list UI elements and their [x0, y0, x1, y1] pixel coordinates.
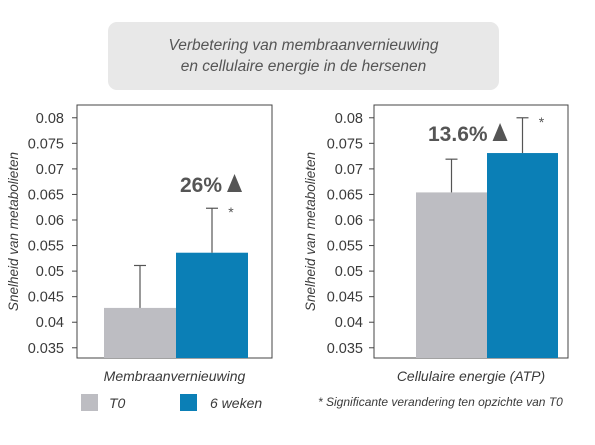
- y-tick-label: 0.07: [335, 162, 363, 178]
- y-tick-label: 0.06: [335, 213, 363, 229]
- legend-label: T0: [109, 395, 126, 411]
- x-axis-label: Cellulaire energie (ATP): [397, 368, 545, 384]
- legend-swatch: [180, 394, 197, 411]
- y-tick-label: 0.07: [36, 162, 64, 178]
- bar: [487, 153, 558, 358]
- y-tick-label: 0.075: [327, 136, 363, 152]
- y-tick-label: 0.065: [28, 187, 64, 203]
- significance-marker: *: [539, 114, 545, 130]
- percent-change-label: 26%: [180, 174, 222, 197]
- chart-title-line-1: Verbetering van membraanvernieuwing: [168, 37, 439, 54]
- y-tick-label: 0.075: [28, 136, 64, 152]
- bar: [416, 192, 487, 358]
- y-tick-label: 0.04: [335, 315, 363, 331]
- increase-arrow-icon: [227, 174, 243, 192]
- legend-label: 6 weken: [210, 395, 262, 411]
- y-tick-label: 0.035: [28, 341, 64, 357]
- x-axis-label: Membraanvernieuwing: [104, 368, 246, 384]
- percent-change-label: 13.6%: [428, 123, 488, 146]
- y-axis-label: Snelheid van metabolieten: [303, 152, 318, 311]
- y-axis-label: Snelheid van metabolieten: [6, 152, 21, 311]
- legend-swatch: [81, 394, 98, 411]
- y-tick-label: 0.08: [36, 111, 64, 127]
- chart-title-line-2: en cellulaire energie in de hersenen: [180, 58, 427, 75]
- y-tick-label: 0.065: [327, 187, 363, 203]
- y-tick-label: 0.055: [327, 239, 363, 255]
- significance-marker: *: [228, 204, 234, 220]
- y-tick-label: 0.055: [28, 239, 64, 255]
- chart-title-box: Verbetering van membraanvernieuwing en c…: [108, 22, 499, 90]
- increase-arrow-icon: [492, 123, 508, 141]
- y-tick-label: 0.045: [327, 290, 363, 306]
- footnote: * Significante verandering ten opzichte …: [318, 395, 563, 409]
- y-tick-label: 0.06: [36, 213, 64, 229]
- bar: [104, 307, 176, 358]
- y-tick-label: 0.08: [335, 111, 363, 127]
- bar: [176, 252, 248, 358]
- y-tick-label: 0.045: [28, 290, 64, 306]
- y-tick-label: 0.035: [327, 341, 363, 357]
- y-tick-label: 0.05: [36, 264, 64, 280]
- y-tick-label: 0.04: [36, 315, 64, 331]
- y-tick-label: 0.05: [335, 264, 363, 280]
